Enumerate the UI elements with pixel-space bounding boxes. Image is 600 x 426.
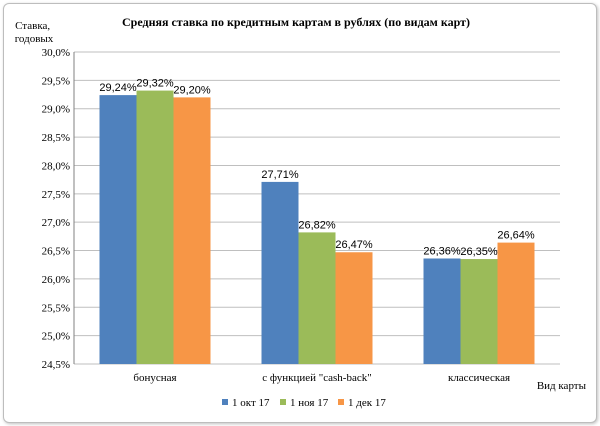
x-category-label: классическая [448,372,510,384]
data-label: 26,82% [298,219,336,231]
bar [460,259,498,364]
y-tick-label: 30,0% [42,47,70,59]
legend-swatch [222,399,228,405]
bar [335,252,373,364]
chart-title: Средняя ставка по кредитным картам в руб… [122,15,470,29]
y-axis-ticks: 24,5% 25,0% 25,5% 26,0% 26,5% 27,0% 27,5% 28,0%… [42,47,70,371]
y-tick-label: 29,0% [42,104,70,116]
bar [173,97,211,364]
data-label: 26,36% [423,245,461,257]
y-tick-label: 28,0% [42,160,70,172]
data-label: 26,47% [335,239,373,251]
y-tick-label: 26,5% [42,246,70,258]
legend-label: 1 ноя 17 [290,397,329,409]
bars [99,90,535,364]
x-category-label: бонусная [133,372,176,384]
data-label: 29,32% [136,78,174,90]
bar [497,242,535,364]
bar [298,232,336,364]
data-label: 29,20% [173,84,211,96]
y-tick-label: 27,5% [42,189,70,201]
y-axis-title-line-1: Ставка, [15,20,50,32]
legend-label: 1 дек 17 [348,397,386,409]
y-tick-label: 26,0% [42,274,70,286]
bar [261,181,299,364]
legend: 1 окт 17 1 ноя 17 1 дек 17 [222,397,386,409]
x-category-label: с функцией "cash-back" [262,372,371,384]
y-tick-label: 25,0% [42,331,70,343]
data-label: 26,35% [460,246,498,258]
y-tick-label: 27,0% [42,217,70,229]
bar [136,90,174,364]
legend-swatch [338,399,344,405]
y-tick-label: 28,5% [42,132,70,144]
y-axis-title: Ставка, годовых [15,20,54,45]
data-label: 29,24% [99,82,137,94]
bar [99,95,137,364]
data-labels: 29,24% 29,32%29,20% 27,71% 26,82% 26,47% 26,3… [99,78,535,258]
legend-label: 1 окт 17 [232,397,270,409]
legend-swatch [280,399,286,405]
data-label: 26,64% [497,230,535,242]
y-tick-label: 24,5% [42,359,70,371]
y-axis-title-line-2: годовых [15,33,54,45]
y-tick-label: 29,5% [42,75,70,87]
x-axis-categories: бонусная с функцией "cash-back" классическ… [133,372,510,384]
data-label: 27,71% [261,169,299,181]
x-axis-title: Вид карты [537,380,587,392]
bar [423,258,461,364]
y-tick-label: 25,5% [42,302,70,314]
